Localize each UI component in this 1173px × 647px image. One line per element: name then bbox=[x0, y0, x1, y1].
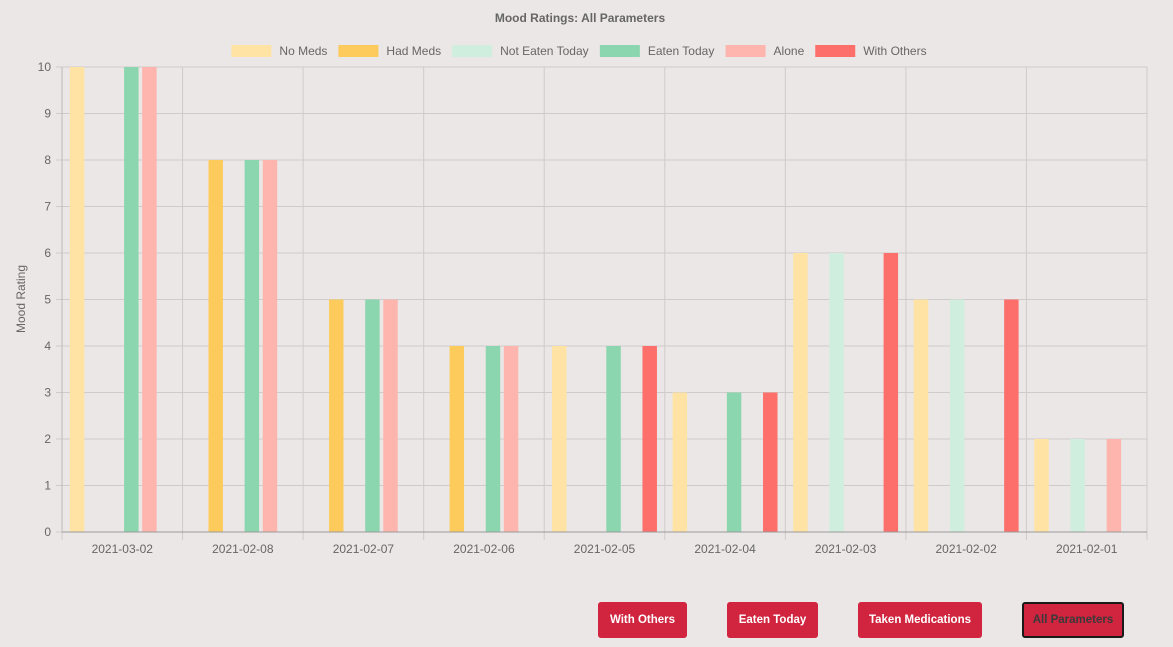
bar-alone[interactable] bbox=[1106, 439, 1122, 532]
bar-with-others[interactable] bbox=[763, 392, 778, 533]
legend-swatch bbox=[231, 45, 272, 57]
y-tick-label: 7 bbox=[44, 200, 51, 214]
bar-alone[interactable] bbox=[262, 160, 278, 532]
bar-eaten-today[interactable] bbox=[726, 392, 742, 533]
bar-with-others[interactable] bbox=[883, 253, 899, 532]
bar-alone[interactable] bbox=[383, 299, 398, 533]
legend-swatch bbox=[338, 45, 379, 57]
chart-axes: 2021-03-02 2021-02-08 2021-02-07 2021-02-06… bbox=[61, 67, 1147, 556]
x-tick-label: 2021-02-01 bbox=[1056, 542, 1118, 556]
bar-not-eaten-today[interactable] bbox=[1070, 439, 1085, 532]
x-tick-label: 2021-02-05 bbox=[574, 542, 636, 556]
y-tick-label: 4 bbox=[44, 339, 51, 353]
bar-had-meds[interactable] bbox=[329, 299, 344, 533]
bar-with-others[interactable] bbox=[1004, 299, 1019, 533]
bar-no-meds[interactable] bbox=[793, 253, 808, 532]
legend-item-with-others[interactable]: With Others bbox=[815, 44, 927, 58]
y-tick-label: 5 bbox=[44, 293, 51, 307]
legend-label: Eaten Today bbox=[648, 44, 715, 58]
legend-item-alone[interactable]: Alone bbox=[725, 44, 805, 58]
y-tick-label: 2 bbox=[44, 432, 51, 446]
bar-no-meds[interactable] bbox=[1034, 439, 1049, 532]
bar-alone[interactable] bbox=[503, 346, 519, 532]
chart-legend: No Meds Had Meds Not Eaten Today Eaten Toda… bbox=[231, 44, 927, 58]
legend-swatch bbox=[452, 45, 493, 57]
legend-item-eaten-today[interactable]: Eaten Today bbox=[599, 44, 715, 58]
legend-item-not-eaten-today[interactable]: Not Eaten Today bbox=[452, 44, 589, 58]
bar-not-eaten-today[interactable] bbox=[829, 253, 844, 532]
chart-bars bbox=[69, 67, 1122, 533]
x-tick-label: 2021-02-07 bbox=[333, 542, 395, 556]
bar-eaten-today[interactable] bbox=[124, 67, 139, 532]
bar-not-eaten-today[interactable] bbox=[949, 299, 965, 533]
legend-item-had-meds[interactable]: Had Meds bbox=[338, 44, 441, 58]
bar-eaten-today[interactable] bbox=[485, 346, 501, 532]
eaten-today-button[interactable]: Eaten Today bbox=[727, 602, 818, 638]
legend-label: With Others bbox=[863, 44, 926, 58]
x-tick-label: 2021-02-06 bbox=[453, 542, 515, 556]
legend-label: Alone bbox=[774, 44, 805, 58]
with-others-button[interactable]: With Others bbox=[598, 602, 687, 638]
bar-no-meds[interactable] bbox=[913, 299, 929, 533]
legend-label: Had Meds bbox=[386, 44, 441, 58]
y-tick-label: 9 bbox=[44, 107, 51, 121]
x-tick-label: 2021-02-04 bbox=[694, 542, 756, 556]
x-tick-label: 2021-03-02 bbox=[92, 542, 154, 556]
bar-no-meds[interactable] bbox=[552, 346, 567, 532]
chart-title: Mood Ratings: All Parameters bbox=[495, 11, 666, 25]
legend-swatch bbox=[599, 45, 640, 57]
all-parameters-button[interactable]: All Parameters bbox=[1022, 602, 1124, 638]
y-tick-label: 3 bbox=[44, 386, 51, 400]
y-tick-label: 0 bbox=[44, 525, 51, 539]
bar-eaten-today[interactable] bbox=[606, 346, 621, 532]
legend-item-no-meds[interactable]: No Meds bbox=[231, 44, 327, 58]
bar-had-meds[interactable] bbox=[449, 346, 465, 532]
y-tick-label: 8 bbox=[44, 153, 51, 167]
bar-with-others[interactable] bbox=[642, 346, 657, 532]
bar-had-meds[interactable] bbox=[208, 160, 223, 532]
y-tick-label: 6 bbox=[44, 246, 51, 260]
legend-swatch bbox=[815, 45, 856, 57]
y-axis-label: Mood Rating bbox=[14, 265, 28, 333]
legend-swatch bbox=[725, 45, 766, 57]
x-tick-label: 2021-02-03 bbox=[815, 542, 877, 556]
bar-eaten-today[interactable] bbox=[244, 160, 260, 532]
y-tick-label: 1 bbox=[44, 479, 51, 493]
bar-eaten-today[interactable] bbox=[365, 299, 380, 533]
mood-chart: Mood Ratings: All Parameters No Meds Had … bbox=[14, 11, 1148, 556]
x-tick-label: 2021-02-08 bbox=[212, 542, 274, 556]
bar-alone[interactable] bbox=[142, 67, 157, 532]
taken-medications-button[interactable]: Taken Medications bbox=[858, 602, 982, 638]
legend-label: No Meds bbox=[279, 44, 327, 58]
bar-no-meds[interactable] bbox=[672, 392, 688, 533]
legend-label: Not Eaten Today bbox=[500, 44, 589, 58]
chart-grid: 0 1 2 3 4 5 6 7 8 9 10 bbox=[38, 60, 1148, 540]
y-tick-label: 10 bbox=[38, 60, 52, 74]
x-tick-label: 2021-02-02 bbox=[935, 542, 997, 556]
bar-no-meds[interactable] bbox=[69, 67, 85, 532]
